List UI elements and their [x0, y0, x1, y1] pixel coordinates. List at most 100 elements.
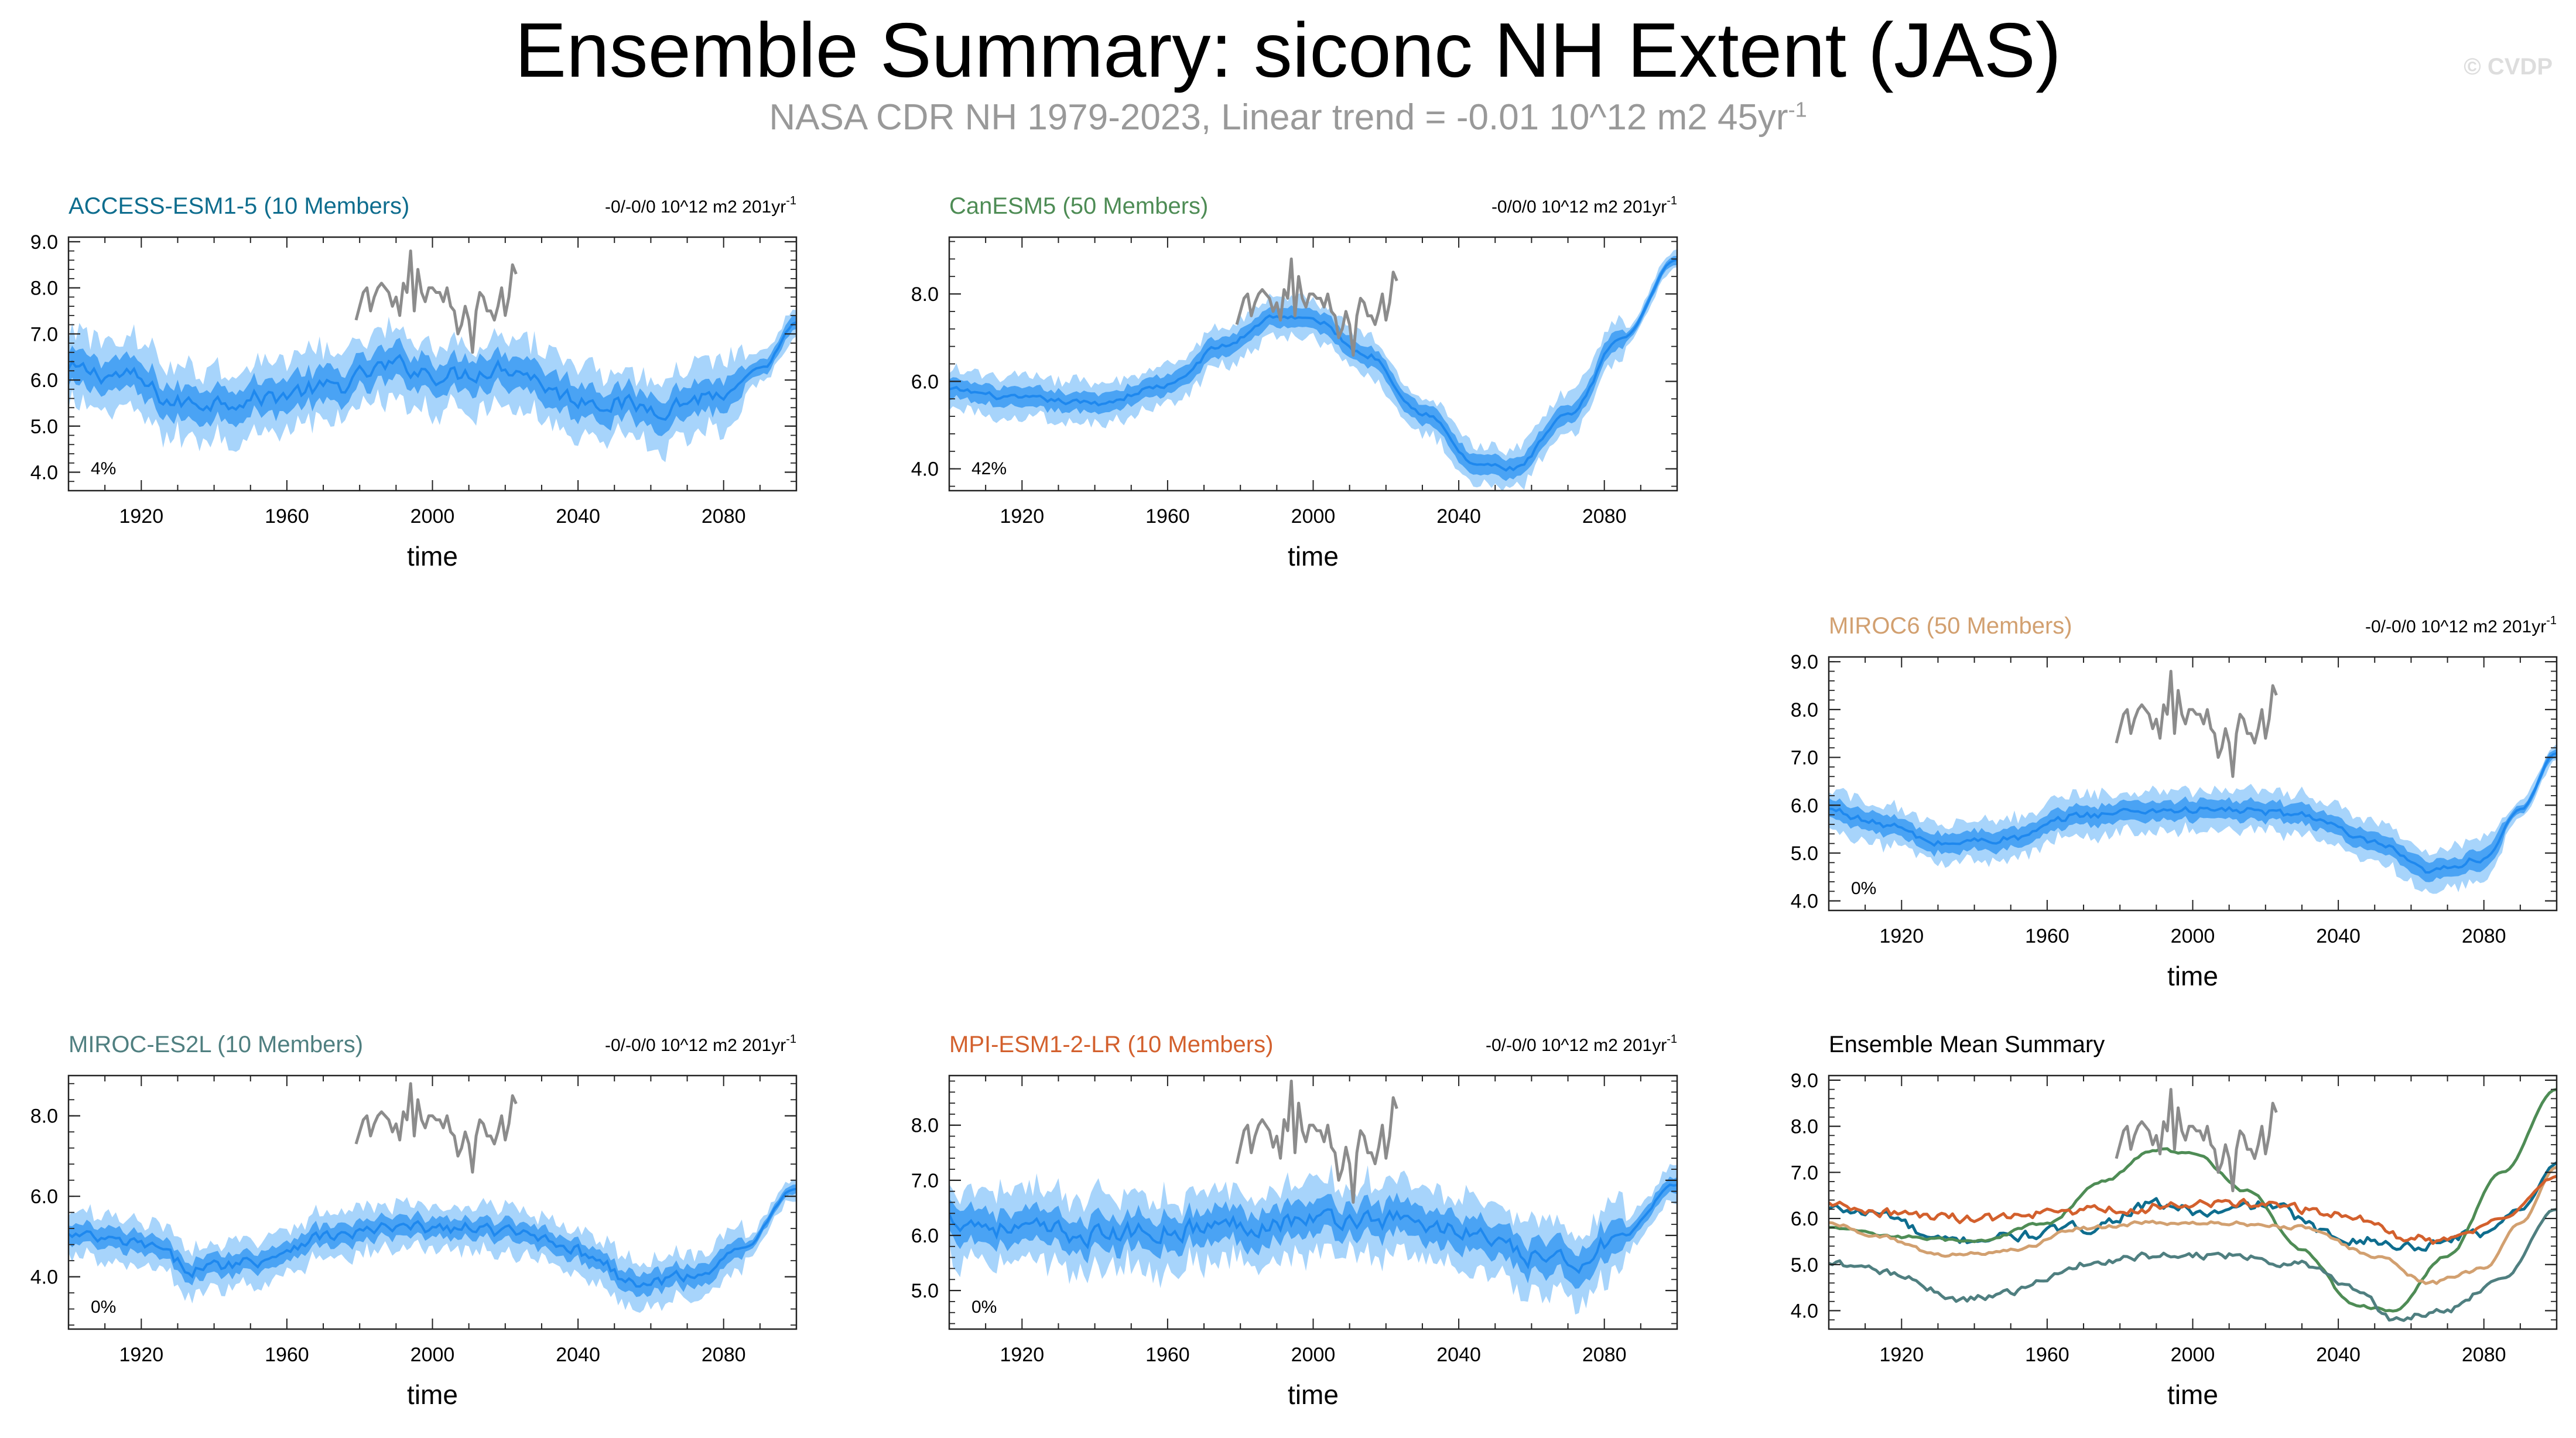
panel-title: MPI-ESM1-2-LR (10 Members): [949, 1032, 1273, 1057]
trend-label-text: -0/-0/0 10^12 m2 201yr: [1486, 1036, 1667, 1055]
x-tick-label: 2000: [1291, 505, 1336, 528]
y-tick-label: 7.0: [1791, 1162, 1818, 1184]
plot-frame: [948, 236, 1678, 492]
credit-label: © CVDP: [2464, 54, 2553, 80]
x-tick-label: 1920: [119, 505, 163, 528]
panel-canesm5: 1920 1960 2000 2040 2080 4.0 6.0 8.0 time CanESM5…: [911, 193, 1678, 571]
ensemble-range-band: [949, 249, 1677, 491]
x-axis-label: time: [1288, 541, 1339, 571]
panel-mpi: 1920 1960 2000 2040 2080 5.0 6.0 7.0 8.0 time MPI-…: [911, 1032, 1678, 1410]
panel-access: 1920 1960 2000 2040 2080 4.0 5.0 6.0 7.0 8.0 9.0 ti…: [30, 193, 798, 571]
x-tick-label: 1920: [1000, 1344, 1044, 1366]
panel-miroc6: 1920 1960 2000 2040 2080 4.0 5.0 6.0 7.0 8.0 9.0 ti…: [1791, 613, 2558, 991]
ensemble-mean-line: [949, 1183, 1677, 1275]
y-tick-label: 8.0: [1791, 699, 1818, 721]
y-tick-label: 7.0: [911, 1170, 939, 1192]
observation-line: [2115, 1088, 2278, 1193]
series-line-canesm5: [1829, 1088, 2557, 1313]
ensemble-range-band: [69, 1179, 796, 1313]
observation-line: [2115, 670, 2278, 778]
ensemble-iqr-band: [949, 256, 1677, 481]
ensemble-mean-line: [1829, 752, 2557, 874]
y-tick-label: 7.0: [30, 323, 58, 345]
x-tick-label: 2080: [2462, 1344, 2506, 1366]
page-subtitle: NASA CDR NH 1979-2023, Linear trend = -0…: [0, 97, 2576, 138]
observation-line: [1235, 257, 1398, 357]
x-tick-label: 2040: [2316, 925, 2361, 947]
plot-area: [949, 249, 1677, 491]
y-tick-label: 7.0: [1791, 747, 1818, 769]
y-tick-label: 4.0: [30, 462, 58, 484]
plot-area: [949, 1079, 1677, 1315]
observation-line: [1235, 1079, 1398, 1204]
subtitle-text: NASA CDR NH 1979-2023, Linear trend = -0…: [769, 97, 1788, 138]
x-axis-label: time: [407, 1379, 458, 1410]
trend-label-exponent: -1: [786, 194, 796, 207]
x-tick-label: 1960: [2025, 1344, 2069, 1366]
y-tick-label: 6.0: [911, 371, 939, 393]
trend-label: -0/-0/0 10^12 m2 201yr-1: [605, 194, 796, 217]
subtitle-exponent: -1: [1788, 97, 1807, 122]
plot-area: [1829, 670, 2557, 894]
x-axis-label: time: [407, 541, 458, 571]
panel-title: CanESM5 (50 Members): [949, 193, 1208, 219]
panel-summary: 1920 1960 2000 2040 2080 4.0 5.0 6.0 7.0 8.0 9.0 ti…: [1791, 1032, 2558, 1410]
x-tick-label: 2080: [702, 505, 746, 528]
trend-label: -0/-0/0 10^12 m2 201yr-1: [605, 1033, 796, 1055]
trend-label-text: -0/-0/0 10^12 m2 201yr: [605, 1036, 786, 1055]
percent-label: 42%: [971, 459, 1007, 478]
panel-title: MIROC6 (50 Members): [1829, 613, 2072, 639]
x-tick-label: 1960: [265, 505, 309, 528]
y-tick-label: 6.0: [1791, 795, 1818, 817]
x-axis-label: time: [2167, 1379, 2218, 1410]
y-tick-label: 5.0: [911, 1280, 939, 1302]
x-tick-label: 1960: [1145, 1344, 1190, 1366]
trend-label-text: -0/-0/0 10^12 m2 201yr: [605, 197, 786, 217]
y-tick-label: 4.0: [1791, 891, 1818, 913]
y-tick-label: 8.0: [911, 1115, 939, 1137]
series-line-mpi: [1829, 1175, 2557, 1245]
series-line-mirocesl: [1829, 1208, 2557, 1322]
x-tick-label: 2040: [556, 1344, 600, 1366]
panel-title: ACCESS-ESM1-5 (10 Members): [69, 193, 409, 219]
y-tick-label: 6.0: [911, 1225, 939, 1247]
x-tick-label: 2080: [2462, 925, 2506, 947]
trend-label-exponent: -1: [2546, 614, 2557, 627]
ensemble-iqr-band: [949, 1176, 1677, 1289]
percent-label: 0%: [91, 1297, 116, 1317]
y-tick-label: 5.0: [30, 416, 58, 438]
trend-label-text: -0/0/0 10^12 m2 201yr: [1491, 197, 1667, 217]
y-tick-label: 8.0: [1791, 1116, 1818, 1138]
x-tick-label: 2040: [1436, 505, 1481, 528]
x-axis-label: time: [1288, 1379, 1339, 1410]
observation-line: [354, 249, 518, 354]
x-tick-label: 1960: [1145, 505, 1190, 528]
x-axis-label: time: [2167, 961, 2218, 991]
y-tick-label: 8.0: [911, 283, 939, 306]
panel-title: MIROC-ES2L (10 Members): [69, 1032, 363, 1057]
x-tick-label: 1960: [265, 1344, 309, 1366]
trend-label-exponent: -1: [1667, 194, 1677, 207]
x-tick-label: 1920: [1879, 1344, 1924, 1366]
x-tick-label: 2040: [2316, 1344, 2361, 1366]
x-tick-label: 2000: [1291, 1344, 1336, 1366]
x-tick-label: 1920: [1000, 505, 1044, 528]
observation-line: [354, 1082, 518, 1174]
x-tick-label: 2080: [1582, 1344, 1627, 1366]
y-tick-label: 5.0: [1791, 1254, 1818, 1276]
trend-label: -0/-0/0 10^12 m2 201yr-1: [2365, 614, 2557, 636]
panel-title: Ensemble Mean Summary: [1829, 1032, 2105, 1057]
x-tick-label: 2000: [410, 1344, 455, 1366]
x-tick-label: 2000: [2171, 1344, 2215, 1366]
x-tick-label: 2000: [410, 505, 455, 528]
y-tick-label: 9.0: [30, 231, 58, 254]
y-tick-label: 4.0: [1791, 1300, 1818, 1323]
trend-label-text: -0/-0/0 10^12 m2 201yr: [2365, 617, 2546, 636]
y-tick-label: 6.0: [1791, 1208, 1818, 1230]
x-tick-label: 1920: [119, 1344, 163, 1366]
x-tick-label: 2080: [1582, 505, 1627, 528]
x-tick-label: 1920: [1879, 925, 1924, 947]
trend-label-exponent: -1: [1667, 1033, 1677, 1046]
percent-label: 0%: [971, 1297, 997, 1317]
